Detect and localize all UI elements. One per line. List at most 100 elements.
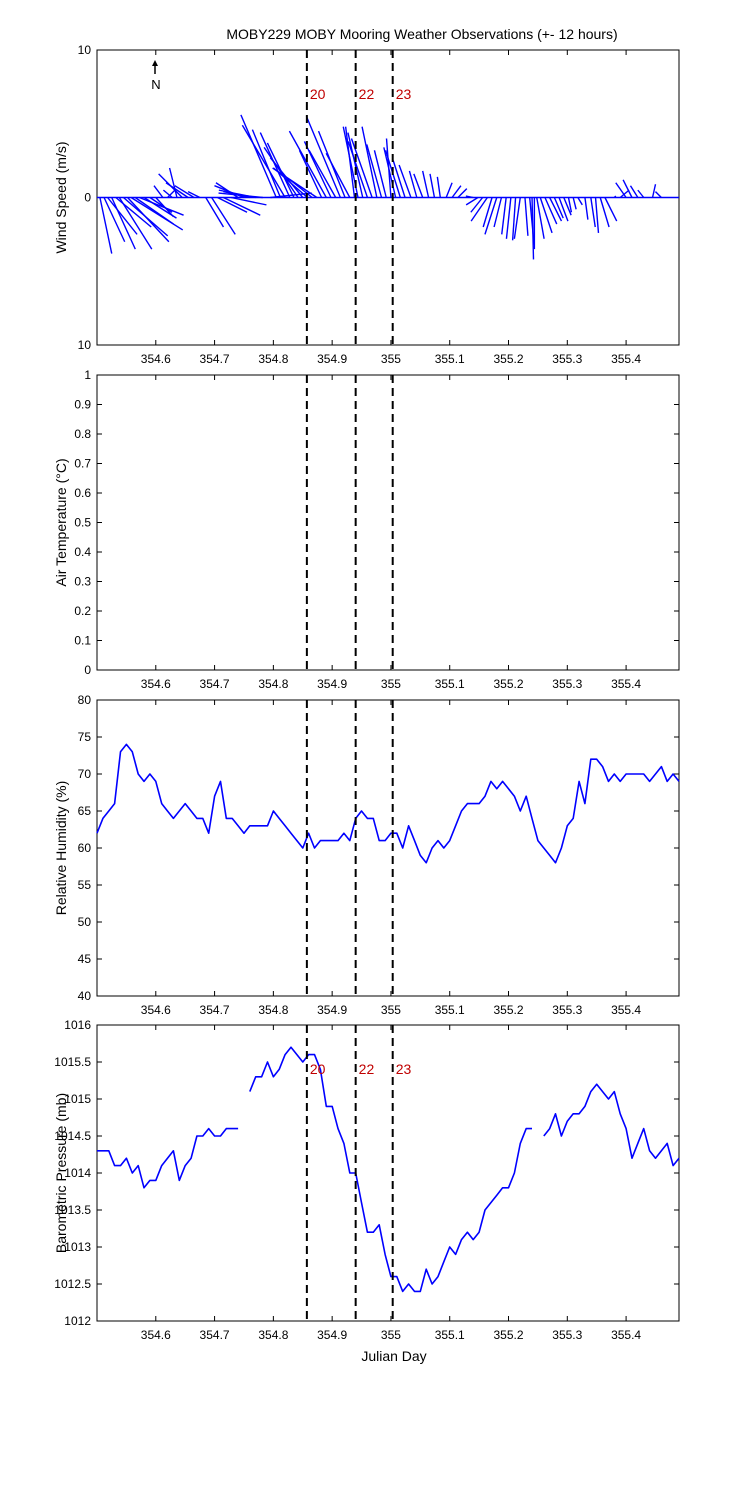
x-tick-label: 354.8 bbox=[258, 1003, 288, 1017]
wind-vector bbox=[153, 185, 164, 198]
wind-vector bbox=[118, 197, 153, 250]
wind-vector bbox=[130, 196, 184, 231]
y-tick-label: 1012 bbox=[64, 1314, 91, 1328]
reference-line-label: 22 bbox=[359, 1061, 375, 1077]
wind-vector bbox=[149, 196, 173, 213]
x-tick-label: 354.6 bbox=[141, 1328, 171, 1342]
wind-vector bbox=[654, 191, 662, 198]
wind-vector bbox=[613, 195, 617, 198]
x-tick-label: 354.7 bbox=[200, 1003, 230, 1017]
x-tick-label: 355.2 bbox=[493, 1003, 523, 1017]
reference-line-label: 20 bbox=[310, 86, 326, 102]
wind-vector bbox=[111, 197, 136, 250]
y-tick-label: 70 bbox=[78, 767, 92, 781]
x-tick-label: 355.1 bbox=[435, 1328, 465, 1342]
chart-panels: 354.6 354.7 354.8 354.9 355 355.1 355.2 355.3 35… bbox=[53, 43, 680, 1342]
x-tick-label: 354.6 bbox=[141, 352, 171, 366]
wind-vector bbox=[99, 197, 113, 254]
wind-vector bbox=[501, 197, 507, 235]
x-tick-label: 354.7 bbox=[200, 352, 230, 366]
x-tick-label: 355.2 bbox=[493, 352, 523, 366]
wind-vector bbox=[240, 114, 277, 198]
y-tick-label: 40 bbox=[78, 989, 92, 1003]
wind-vector bbox=[134, 196, 174, 225]
wind-vector bbox=[187, 190, 201, 199]
x-tick-label: 355.3 bbox=[552, 1328, 582, 1342]
figure-title: MOBY229 MOBY Mooring Weather Observation… bbox=[226, 26, 617, 42]
y-tick-label: 0.6 bbox=[74, 486, 91, 500]
y-tick-label: 1012.5 bbox=[54, 1277, 91, 1291]
x-axis-label: Julian Day bbox=[361, 1348, 426, 1364]
wind-vector bbox=[366, 144, 383, 198]
relative-humidity-y-axis-label: Relative Humidity (%) bbox=[53, 781, 69, 916]
wind-vector bbox=[162, 189, 173, 199]
wind-vector bbox=[651, 184, 657, 198]
x-tick-label: 355 bbox=[381, 1003, 401, 1017]
wind-vector bbox=[373, 150, 387, 198]
wind-vector bbox=[531, 197, 535, 260]
x-tick-label: 355.4 bbox=[611, 1003, 641, 1017]
north-label: N bbox=[151, 77, 160, 92]
wind-vector bbox=[594, 197, 600, 233]
wind-vector bbox=[505, 197, 512, 239]
wind-vector bbox=[629, 185, 639, 198]
x-tick-label: 354.8 bbox=[258, 1328, 288, 1342]
wind-vector bbox=[619, 189, 630, 199]
x-tick-label: 355.1 bbox=[435, 677, 465, 691]
wind-vector bbox=[577, 197, 583, 206]
y-tick-label: 1015.5 bbox=[54, 1055, 91, 1069]
y-tick-label: 80 bbox=[78, 693, 92, 707]
barometric-pressure-y-axis-label: Barometric Pressure (mb) bbox=[53, 1093, 69, 1253]
wind-vector bbox=[590, 197, 596, 228]
y-tick-label: 0.1 bbox=[74, 634, 91, 648]
north-arrow-head bbox=[152, 60, 158, 66]
reference-line-label: 20 bbox=[310, 1061, 326, 1077]
x-tick-label: 355.2 bbox=[493, 1328, 523, 1342]
x-tick-label: 355 bbox=[381, 677, 401, 691]
wind-speed-panel: 354.6 354.7 354.8 354.9 355 355.1 355.2 355.3 35… bbox=[53, 43, 680, 366]
wind-vector bbox=[465, 196, 479, 206]
y-tick-label: 1 bbox=[84, 368, 91, 382]
wind-vector bbox=[308, 149, 337, 198]
wind-vector bbox=[383, 147, 397, 198]
y-tick-label: 55 bbox=[78, 878, 92, 892]
wind-speed-y-axis-label: Wind Speed (m/s) bbox=[53, 141, 69, 253]
relative-humidity-plot-frame bbox=[96, 699, 680, 997]
x-tick-label: 354.6 bbox=[141, 677, 171, 691]
wind-vector bbox=[558, 197, 569, 222]
x-tick-label: 354.8 bbox=[258, 352, 288, 366]
wind-vector bbox=[174, 185, 195, 199]
y-tick-label: 75 bbox=[78, 730, 92, 744]
wind-vector bbox=[325, 152, 351, 198]
barometric-pressure-series-line bbox=[249, 1046, 532, 1293]
wind-vector bbox=[567, 197, 573, 213]
x-tick-label: 355.4 bbox=[611, 352, 641, 366]
wind-vector bbox=[167, 189, 176, 198]
wind-vector bbox=[165, 182, 189, 199]
x-tick-label: 354.9 bbox=[317, 1328, 347, 1342]
wind-vector bbox=[155, 197, 175, 218]
wind-vector bbox=[539, 197, 553, 234]
x-tick-label: 354.8 bbox=[258, 677, 288, 691]
x-tick-label: 355.4 bbox=[611, 1328, 641, 1342]
relative-humidity-panel: 354.6 354.7 354.8 354.9 355 355.1 355.2 355.3 35… bbox=[53, 693, 680, 1017]
wind-vector bbox=[305, 116, 342, 198]
y-tick-label: 0.5 bbox=[74, 516, 91, 530]
wind-vector bbox=[392, 160, 406, 198]
wind-vector bbox=[584, 197, 589, 220]
reference-line-label: 23 bbox=[396, 1061, 412, 1077]
barometric-pressure-panel: 354.6 354.7 354.8 354.9 355 355.1 355.2 355.3 35… bbox=[53, 1018, 680, 1342]
wind-vector bbox=[127, 197, 170, 243]
air-temperature-plot-frame bbox=[96, 374, 680, 671]
wind-vector bbox=[263, 146, 299, 198]
wind-vector bbox=[622, 179, 633, 198]
wind-vector bbox=[205, 197, 225, 228]
x-tick-label: 355.1 bbox=[435, 1003, 465, 1017]
x-tick-label: 355.2 bbox=[493, 677, 523, 691]
wind-vector bbox=[553, 197, 564, 219]
wind-vector bbox=[223, 196, 261, 216]
wind-vector bbox=[484, 197, 498, 235]
y-tick-label: 45 bbox=[78, 952, 92, 966]
y-tick-label: 0.8 bbox=[74, 427, 91, 441]
wind-vector bbox=[421, 170, 430, 198]
